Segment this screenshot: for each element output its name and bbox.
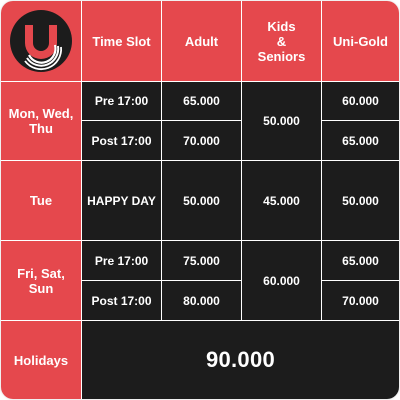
logo xyxy=(1,1,81,81)
price-uni-gold: 70.000 xyxy=(322,281,399,320)
slot-post-1700: Post 17:00 xyxy=(82,281,161,320)
slot-happy-day: HAPPY DAY xyxy=(82,161,161,240)
header-time-slot: Time Slot xyxy=(82,1,161,81)
price-uni-gold: 65.000 xyxy=(322,241,399,280)
price-holidays: 90.000 xyxy=(82,321,399,399)
day-tue: Tue xyxy=(1,161,81,240)
header-uni-gold: Uni-Gold xyxy=(322,1,399,81)
price-kids-seniors: 50.000 xyxy=(242,82,321,160)
price-kids-seniors: 45.000 xyxy=(242,161,321,240)
price-adult: 65.000 xyxy=(162,82,241,120)
price-kids-seniors: 60.000 xyxy=(242,241,321,320)
price-adult: 50.000 xyxy=(162,161,241,240)
price-uni-gold: 50.000 xyxy=(322,161,399,240)
day-mon-wed-thu: Mon, Wed, Thu xyxy=(1,82,81,160)
day-fri-sat-sun: Fri, Sat, Sun xyxy=(1,241,81,320)
price-uni-gold: 65.000 xyxy=(322,121,399,160)
day-holidays: Holidays xyxy=(1,321,81,399)
price-adult: 70.000 xyxy=(162,121,241,160)
header-adult: Adult xyxy=(162,1,241,81)
price-uni-gold: 60.000 xyxy=(322,82,399,120)
slot-pre-1700: Pre 17:00 xyxy=(82,241,161,280)
price-adult: 75.000 xyxy=(162,241,241,280)
price-adult: 80.000 xyxy=(162,281,241,320)
cinema-logo-icon xyxy=(10,10,72,72)
header-kids-seniors: Kids & Seniors xyxy=(242,1,321,81)
slot-post-1700: Post 17:00 xyxy=(82,121,161,160)
slot-pre-1700: Pre 17:00 xyxy=(82,82,161,120)
